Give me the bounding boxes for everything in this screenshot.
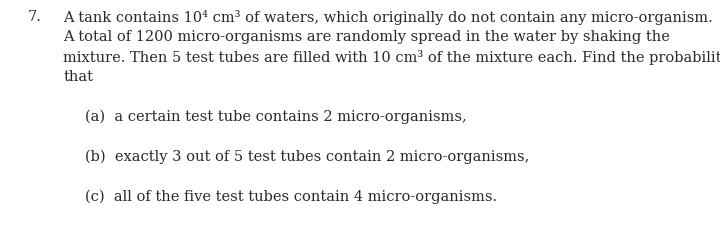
Text: A total of 1200 micro-organisms are randomly spread in the water by shaking the: A total of 1200 micro-organisms are rand… — [63, 30, 670, 44]
Text: mixture. Then 5 test tubes are filled with 10 cm³ of the mixture each. Find the : mixture. Then 5 test tubes are filled wi… — [63, 50, 720, 65]
Text: 7.: 7. — [27, 10, 41, 24]
Text: A tank contains 10⁴ cm³ of waters, which originally do not contain any micro-org: A tank contains 10⁴ cm³ of waters, which… — [63, 10, 713, 25]
Text: (a)  a certain test tube contains 2 micro-organisms,: (a) a certain test tube contains 2 micro… — [85, 110, 467, 124]
Text: that: that — [63, 70, 94, 84]
Text: (c)  all of the five test tubes contain 4 micro-organisms.: (c) all of the five test tubes contain 4… — [85, 190, 497, 204]
Text: (b)  exactly 3 out of 5 test tubes contain 2 micro-organisms,: (b) exactly 3 out of 5 test tubes contai… — [85, 150, 529, 164]
